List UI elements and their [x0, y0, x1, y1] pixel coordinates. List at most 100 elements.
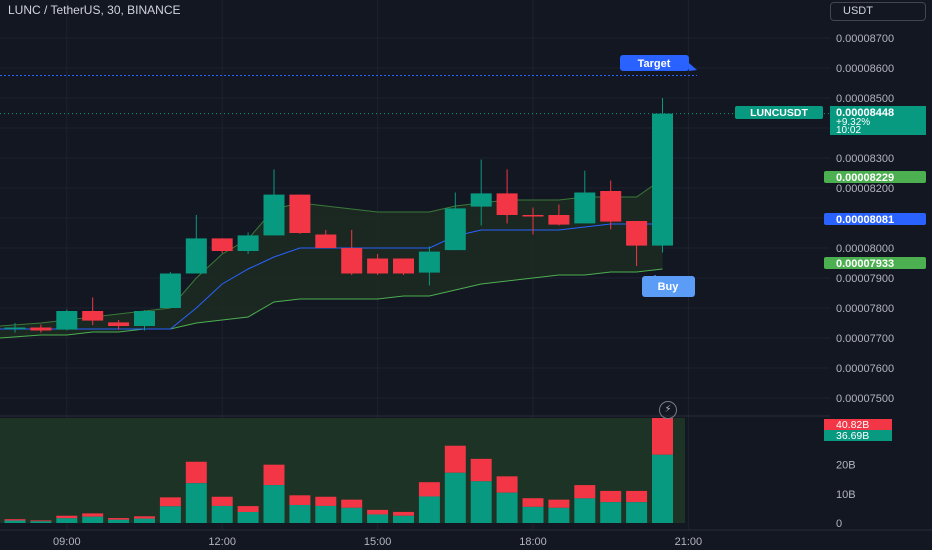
volume-bar-buy [367, 514, 389, 523]
volume-bar-sell [444, 445, 466, 473]
volume-bar-sell [30, 520, 52, 522]
flash-icon[interactable]: ⚡ [659, 401, 677, 419]
volume-bar-sell [185, 461, 207, 484]
lower-band-tag-box [824, 257, 926, 269]
volume-bar-buy [315, 505, 337, 523]
volume-bar-buy [444, 472, 466, 523]
candle-body [30, 327, 52, 331]
lower-band-line [0, 268, 663, 339]
volume-bar-buy [522, 506, 544, 523]
price-scale-label: 0.00007700 [836, 333, 894, 345]
price-scale-label: 0.00008000 [836, 243, 894, 255]
change-tag: +9.32% [836, 117, 870, 128]
upper-band-tag: 0.00008229 [836, 172, 894, 184]
candle-body [496, 193, 518, 215]
candle-body [600, 191, 622, 222]
volume-scale-label: 0 [836, 518, 842, 530]
time-label: 21:00 [675, 536, 703, 548]
basis-tag-box [824, 213, 926, 225]
volume-bar-sell [600, 490, 622, 503]
target-pointer [689, 63, 697, 71]
volume-bar-sell [393, 511, 414, 516]
volume-bar-buy [211, 505, 233, 523]
candle-body [444, 208, 466, 251]
volume-bar-sell [652, 418, 673, 455]
volume-down-tag-box [824, 419, 892, 430]
candle-body [367, 258, 389, 274]
annotations: Target Buy [0, 55, 830, 297]
volume-bar-buy [82, 516, 104, 523]
time-label: 15:00 [364, 536, 392, 548]
volume-bar-buy [574, 498, 596, 523]
chart-title: LUNC / TetherUS, 30, BINANCE [8, 3, 181, 17]
volume-bar-buy [393, 515, 414, 523]
volume-bar-sell [82, 513, 104, 517]
candle-body [185, 238, 207, 274]
candle-body [315, 234, 337, 248]
candle-body [4, 327, 26, 329]
target-label: Target [638, 58, 671, 70]
volume-pane [0, 415, 830, 523]
candle-body [82, 311, 104, 321]
volume-bar-buy [56, 518, 78, 523]
price-scale-label: 0.00008200 [836, 183, 894, 195]
volume-bar-buy [652, 454, 673, 523]
candle-body [211, 238, 233, 251]
volume-up-tag: 36.69B [836, 430, 869, 442]
volume-bar-buy [418, 496, 440, 523]
volume-bar-sell [211, 496, 233, 506]
volume-bar-sell [56, 515, 78, 519]
time-label: 12:00 [208, 536, 236, 548]
volume-bar-buy [341, 507, 363, 523]
volume-bar-buy [496, 492, 518, 523]
volume-bar-sell [496, 476, 518, 493]
lower-band-tag: 0.00007933 [836, 258, 894, 270]
price-scale-label: 0.00008300 [836, 153, 894, 165]
symbol-tag: LUNCUSDT [750, 107, 808, 119]
volume-bar-sell [626, 490, 648, 503]
symbol-tag-box [735, 106, 823, 119]
basis-line [0, 223, 663, 330]
bollinger-bands [0, 178, 663, 339]
price-scale-label: 0.00007500 [836, 393, 894, 405]
last-price-tag: 0.00008448 [836, 107, 894, 119]
volume-bar-sell [418, 482, 440, 497]
candle-body [548, 215, 570, 225]
band-fill [0, 179, 663, 338]
candles [4, 98, 673, 333]
volume-bar-buy [548, 507, 570, 523]
volume-bar-sell [108, 518, 130, 520]
candle-body [393, 258, 414, 274]
candle-body [159, 273, 181, 308]
currency-button[interactable]: USDT [830, 2, 926, 21]
upper-band-line [0, 178, 663, 327]
price-scale-label: 0.00008700 [836, 33, 894, 45]
time-label: 18:00 [519, 536, 547, 548]
candle-body [652, 113, 673, 246]
volume-bar-buy [108, 519, 130, 523]
time-label: 09:00 [53, 536, 81, 548]
price-scale-label: 0.00008600 [836, 63, 894, 75]
candle-body [418, 251, 440, 273]
volume-bar-sell [289, 495, 311, 505]
volume-scale-label: 20B [836, 460, 856, 472]
candle-body [522, 215, 544, 217]
price-scale-label: 0.00008500 [836, 93, 894, 105]
volume-up-tag-box [824, 430, 892, 441]
price-scale-label: 0.00007600 [836, 363, 894, 375]
time-axis-background [0, 530, 932, 550]
volume-bar-sell [548, 499, 570, 508]
candle-body [134, 311, 155, 326]
candle-body [289, 194, 311, 233]
price-scale-label: 0.00007900 [836, 273, 894, 285]
candle-body [237, 235, 259, 251]
volume-bar-sell [522, 498, 544, 507]
volume-scale-label: 10B [836, 489, 856, 501]
upper-band-tag-box [824, 171, 926, 183]
volume-bar-buy [289, 504, 311, 523]
volume-bar-buy [237, 512, 259, 523]
time-axis[interactable]: 09:00 12:00 15:00 18:00 21:00 [0, 529, 932, 550]
volume-bar-sell [263, 464, 285, 486]
buy-label: Buy [658, 281, 680, 293]
